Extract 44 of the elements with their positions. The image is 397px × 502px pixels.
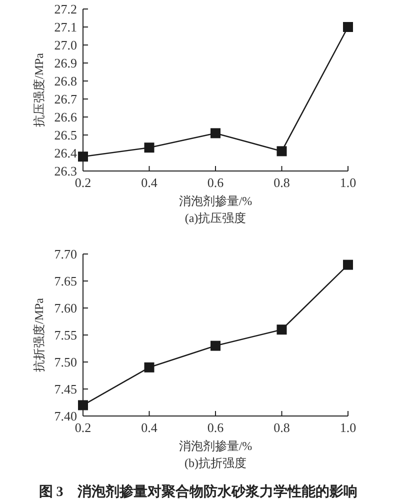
text: (a)抗压强度 (184, 211, 246, 225)
x-tick-label: 0.4 (141, 420, 158, 435)
y-tick-label: 26.9 (54, 56, 77, 71)
x-tick-label: 0.2 (74, 420, 92, 435)
y-tick-label: 26.6 (54, 110, 78, 125)
caption: 图 3 消泡剂掺量对聚合物防水砂浆力学性能的影响 (38, 483, 358, 500)
point (276, 146, 287, 156)
y-tick-label: 27.2 (54, 2, 77, 17)
y-tick-label: 7.65 (54, 274, 77, 289)
y-tick-label: 27.1 (54, 20, 77, 35)
x-tick-label: 0.8 (274, 175, 290, 190)
point (343, 260, 353, 270)
x-tick-label: 0.4 (141, 175, 158, 190)
y-axis-title: 抗压强度/MPa (32, 52, 46, 128)
text: (b)抗折强度 (184, 456, 246, 470)
y-axis-title: 抗折强度/MPa (32, 297, 46, 372)
point (210, 128, 220, 138)
point (343, 22, 353, 32)
y-tick-label: 7.40 (54, 408, 77, 424)
y-tick-label: 26.4 (54, 146, 78, 161)
y-tick-label: 26.3 (54, 164, 77, 179)
y-tick-label: 27.0 (54, 38, 77, 53)
x-tick-label: 0.6 (207, 175, 224, 190)
x-tick-label: 1.0 (340, 175, 356, 190)
x-axis-title: 消泡剂掺量/% (178, 194, 252, 208)
point (78, 400, 88, 410)
point (144, 142, 154, 153)
point (78, 152, 88, 162)
y-tick-label: 7.70 (54, 246, 77, 262)
y-tick-label: 7.60 (54, 300, 77, 316)
x-tick-label: 0.6 (207, 420, 224, 435)
y-tick-label: 7.45 (54, 382, 77, 397)
point (210, 340, 220, 351)
point (276, 324, 287, 335)
x-tick-label: 0.2 (74, 175, 92, 190)
x-tick-label: 1.0 (340, 420, 356, 435)
y-tick-label: 26.8 (54, 74, 77, 89)
y-tick-label: 26.7 (54, 92, 78, 107)
x-tick-label: 0.8 (274, 420, 290, 435)
y-tick-label: 26.5 (54, 128, 77, 143)
x-axis-title: 消泡剂掺量/% (178, 439, 252, 453)
y-tick-label: 7.50 (54, 354, 77, 370)
point (144, 362, 154, 372)
y-tick-label: 7.55 (54, 328, 77, 343)
